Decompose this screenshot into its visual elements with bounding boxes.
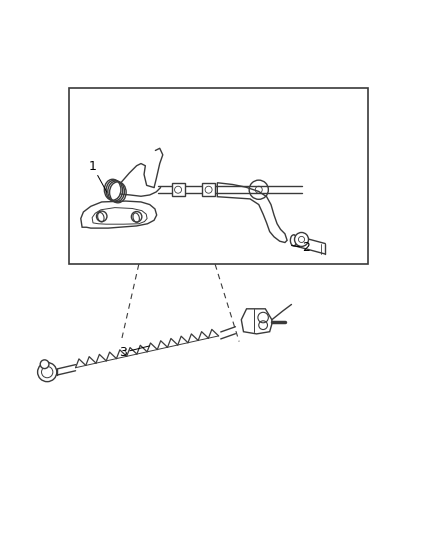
Text: 3: 3	[119, 346, 149, 359]
Bar	[171, 183, 184, 196]
Bar	[69, 87, 367, 264]
Text: 2: 2	[291, 241, 310, 254]
Polygon shape	[92, 208, 147, 224]
Polygon shape	[217, 183, 286, 243]
Circle shape	[40, 360, 49, 369]
Circle shape	[294, 232, 308, 246]
Circle shape	[38, 362, 57, 382]
Polygon shape	[241, 309, 271, 334]
Text: 1: 1	[88, 160, 107, 192]
Bar	[201, 183, 215, 196]
Polygon shape	[81, 201, 156, 228]
Ellipse shape	[290, 235, 296, 246]
